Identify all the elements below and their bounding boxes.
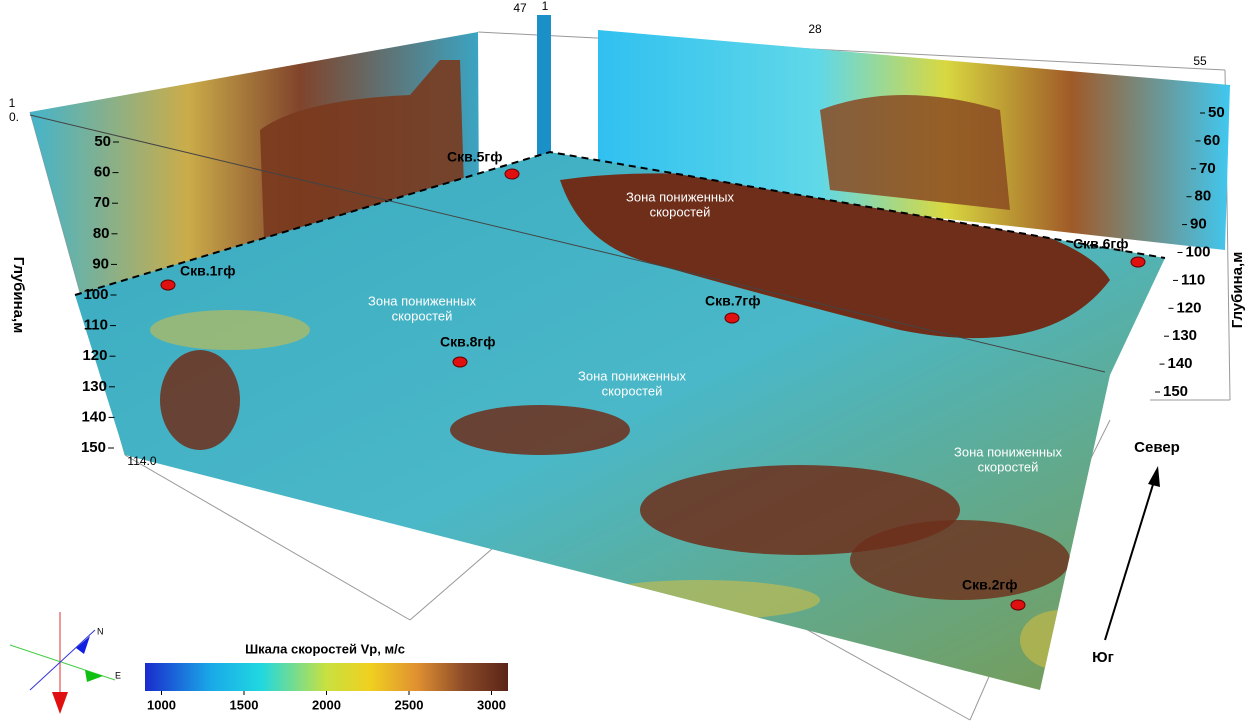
right-tick-label: 80 (1195, 188, 1212, 205)
compass-e: E (115, 670, 121, 680)
right-tick-label: 70 (1199, 160, 1216, 177)
top-label: 47 (513, 1, 527, 15)
top-label: 55 (1193, 54, 1207, 68)
colorbar-tick-label: 3000 (477, 697, 506, 712)
right-tick-label: 110 (1181, 271, 1205, 288)
well-label: Скв.8гф (440, 334, 495, 350)
zone-label: скоростей (602, 383, 663, 398)
zone-label: Зона пониженных (626, 189, 734, 204)
top-label: 28 (808, 22, 822, 36)
well-marker (1010, 599, 1026, 611)
right-tick-label: 100 (1186, 243, 1211, 260)
left-tick-label: 130 (82, 378, 107, 395)
zone-label: скоростей (650, 204, 711, 219)
left-tick-label: 150 (81, 439, 106, 456)
colorbar-title: Шкала скоростей Vp, м/с (245, 641, 405, 656)
right-tick-label: 150 (1163, 383, 1188, 400)
right-tick-label: 130 (1172, 327, 1197, 344)
well-marker (452, 356, 468, 368)
left-tick-label: 80 (93, 225, 110, 242)
well-marker (724, 312, 740, 324)
right-tick-label: 140 (1168, 355, 1193, 372)
section-lines (29, 114, 1166, 373)
well-marker (160, 279, 176, 291)
well-marker (504, 168, 520, 180)
column (537, 15, 551, 155)
zone-label: скоростей (978, 459, 1039, 474)
north-arrow: Север Юг (1092, 439, 1180, 666)
left-tick-label: 50 (94, 133, 111, 150)
left-tick-label: 100 (83, 286, 108, 303)
left-tick-label: 120 (82, 347, 107, 364)
colorbar-tick-label: 2000 (312, 697, 341, 712)
corner-label: 0. (9, 110, 19, 124)
well-label: Скв.1гф (180, 263, 235, 279)
compass-n: N (97, 626, 104, 636)
well-marker (1130, 256, 1146, 268)
left-tick-label: 70 (93, 194, 110, 211)
south-label: Юг (1092, 649, 1114, 666)
colorbar-tick-label: 1000 (147, 697, 176, 712)
corner-label: 114.0 (127, 454, 156, 468)
well-label: Скв.2гф (962, 577, 1017, 593)
zone-label: Зона пониженных (368, 293, 476, 308)
right-tick-label: 60 (1204, 132, 1221, 149)
zone-label: Зона пониженных (578, 368, 686, 383)
left-tick-label: 60 (94, 164, 111, 181)
well-label: Скв.5гф (447, 149, 502, 165)
left-tick-label: 110 (84, 317, 108, 334)
corner-label: 1 (9, 96, 16, 110)
colorbar-tick-label: 2500 (395, 697, 424, 712)
colorbar-tick-label: 1500 (230, 697, 259, 712)
left-axis-title: Глубина,м (10, 257, 27, 334)
left-tick-label: 140 (81, 408, 106, 425)
north-label: Север (1134, 439, 1180, 456)
back-wall-zone (820, 95, 1010, 210)
right-axis-title: Глубина,м (1229, 252, 1246, 329)
right-tick-label: 50 (1208, 104, 1225, 121)
well-label: Скв.6гф (1073, 236, 1128, 252)
compass: N E (9, 612, 121, 714)
right-tick-label: 90 (1190, 216, 1207, 233)
right-tick-label: 120 (1177, 299, 1202, 316)
left-tick-label: 90 (92, 255, 109, 272)
zone-label: Зона пониженных (954, 444, 1062, 459)
zone-label: скоростей (392, 308, 453, 323)
well-label: Скв.7гф (705, 293, 760, 309)
colorbar (145, 663, 508, 691)
top-label: 1 (542, 0, 549, 13)
